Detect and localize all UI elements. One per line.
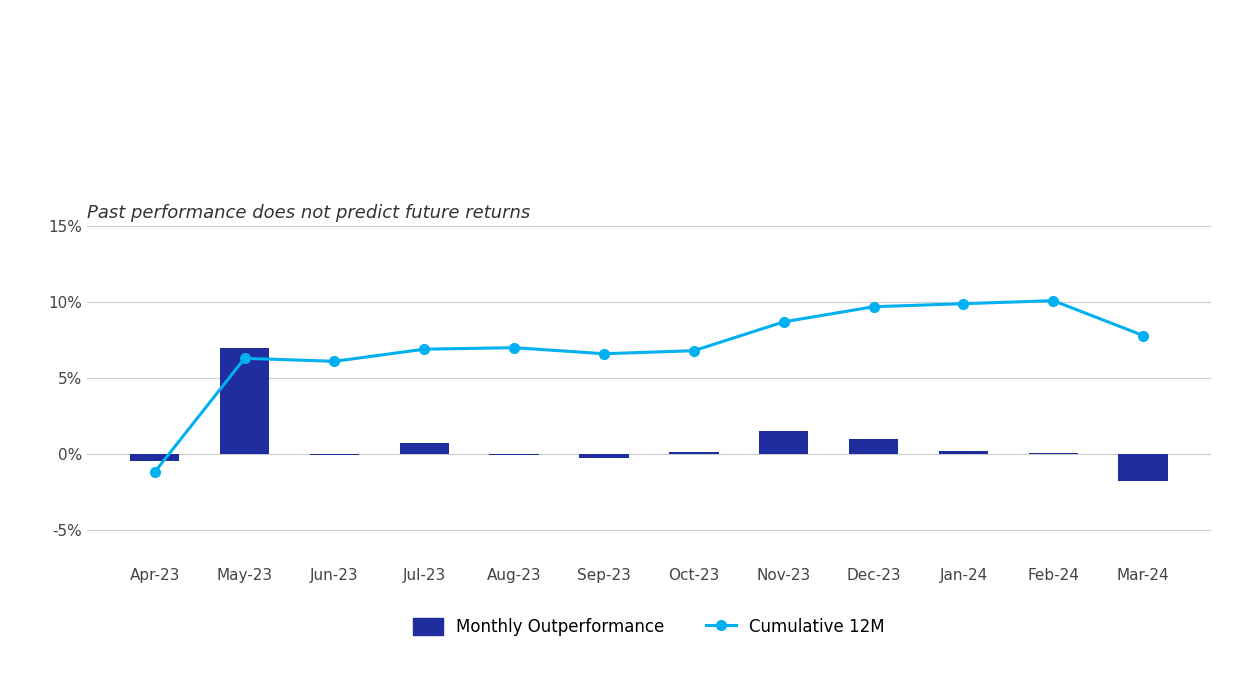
Bar bbox=[310, 454, 359, 456]
Bar bbox=[399, 443, 449, 454]
Text: Past performance does not predict future returns: Past performance does not predict future… bbox=[87, 204, 530, 222]
Bar bbox=[130, 454, 180, 461]
Bar bbox=[220, 348, 270, 454]
Bar bbox=[669, 452, 719, 454]
Bar bbox=[759, 431, 809, 454]
Bar bbox=[1028, 453, 1078, 454]
Legend: Monthly Outperformance, Cumulative 12M: Monthly Outperformance, Cumulative 12M bbox=[406, 611, 892, 643]
Bar bbox=[1118, 454, 1168, 481]
Bar bbox=[849, 439, 899, 454]
Bar bbox=[579, 454, 629, 458]
Bar bbox=[938, 451, 988, 454]
